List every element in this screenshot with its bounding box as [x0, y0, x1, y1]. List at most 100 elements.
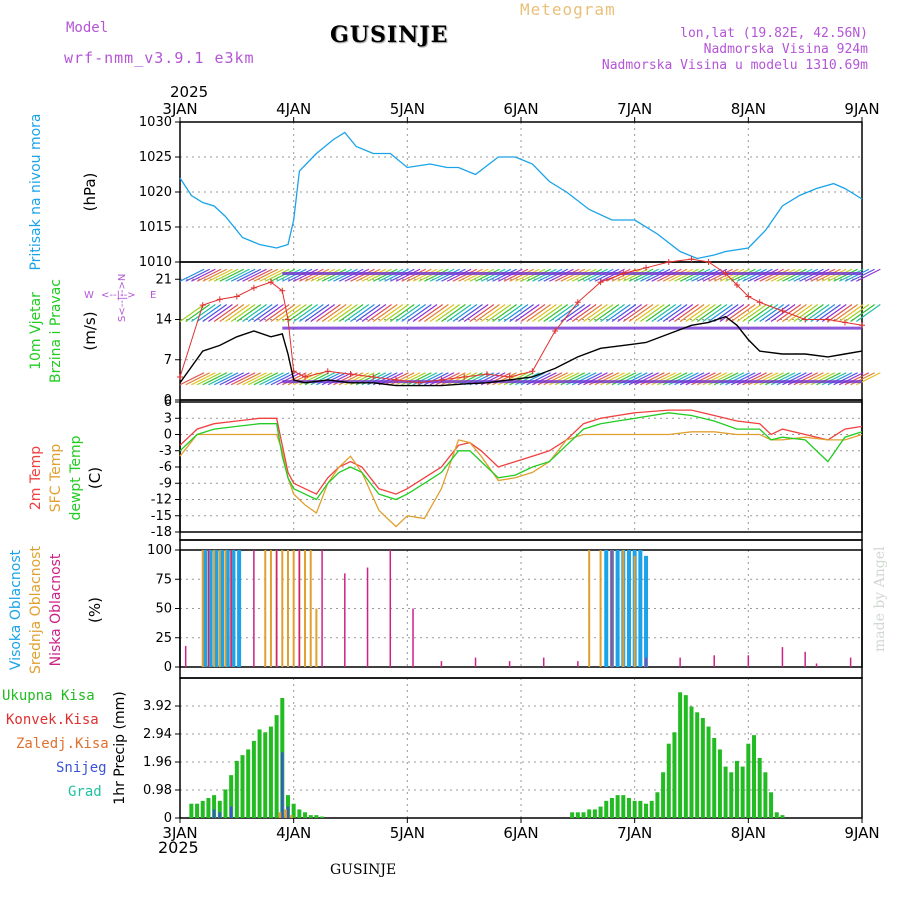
wind-arrow	[708, 304, 733, 322]
precip-ylabel: 1hr Precip (mm)	[112, 691, 128, 804]
wind-arrow	[668, 304, 694, 322]
cloud-bar	[747, 655, 750, 667]
wind-arrow	[429, 268, 455, 282]
wind-arrow	[230, 372, 256, 386]
cloud-bar	[231, 550, 236, 667]
wind-arrow	[372, 304, 398, 322]
precip-ytick-label: 2.94	[143, 727, 172, 742]
wind-arrow	[742, 268, 767, 282]
wind-arrow	[390, 268, 415, 282]
wind-arrow	[355, 268, 381, 282]
precip-legend-0: Ukupna Kisa	[2, 688, 95, 704]
wind-arrow	[816, 268, 841, 282]
station-title: GUSINJE	[330, 22, 449, 48]
wind-arrow	[486, 268, 512, 282]
cloud-bar	[611, 550, 613, 667]
precip-bar	[570, 812, 575, 818]
temperature-ytick-label: -6	[159, 460, 172, 475]
cloud-bar	[622, 550, 625, 667]
wind-arrow	[367, 268, 392, 282]
wind-arrow	[242, 304, 267, 322]
cloud-bar	[220, 550, 225, 667]
cloud-bar	[184, 645, 187, 667]
precip-bar	[757, 758, 762, 818]
cloud-bar	[344, 573, 346, 667]
wind-arrow	[526, 268, 551, 282]
wind-arrow	[424, 268, 449, 282]
precip-bar	[575, 812, 580, 818]
wind-arrow	[213, 268, 239, 282]
wind-arrow	[793, 268, 819, 282]
precip-bar	[672, 732, 677, 818]
precip-bar	[281, 752, 284, 818]
wind-arrow	[327, 304, 353, 322]
cloud-bar	[269, 550, 272, 667]
wind-arrow	[532, 268, 557, 282]
wind-arrow	[543, 268, 569, 282]
precip-bar	[581, 812, 586, 818]
wind-arrow	[230, 268, 256, 282]
wind-arrow	[742, 304, 767, 322]
precip-bar	[661, 772, 666, 818]
wind-arrow	[219, 372, 245, 386]
x-tick-label-top: 5JAN	[390, 100, 425, 118]
wind-arrow	[242, 268, 267, 282]
wind-arrow	[782, 268, 807, 282]
wind-arrow	[617, 304, 642, 322]
precip-bar	[308, 815, 313, 818]
wind-legend-arrows: <--|-->	[101, 290, 136, 301]
wind-speed-line	[179, 315, 863, 387]
wind-arrow	[458, 304, 483, 322]
wind-arrow	[276, 304, 301, 322]
temp-2m-title: 2m Temp	[28, 446, 44, 510]
precip-bar	[598, 806, 603, 818]
cloud-bar	[815, 663, 818, 667]
wind-arrow	[657, 268, 682, 282]
wind-arrow	[685, 304, 711, 322]
wind-arrow	[196, 304, 222, 322]
wind-arrow	[475, 304, 500, 322]
wind-arrow	[651, 304, 677, 322]
wind-arrow	[782, 304, 807, 322]
precip-bar	[217, 800, 222, 818]
cloud-bar	[304, 550, 307, 667]
wind-gust-line	[179, 258, 863, 384]
model-label: Model	[66, 20, 109, 36]
wind-arrow	[378, 304, 404, 322]
wind-arrow	[196, 372, 222, 386]
wind-arrow	[179, 372, 205, 386]
cloud-bar	[366, 567, 369, 667]
x-tick-label-top: 6JAN	[503, 100, 538, 118]
cloud-bar	[208, 550, 213, 667]
wind-arrow	[219, 268, 245, 282]
wind-arrow	[503, 268, 529, 282]
wind-arrow	[196, 268, 222, 282]
wind-grid: 21 14 7 0	[155, 262, 862, 408]
precip-bar	[251, 740, 256, 818]
wind-arrow	[480, 268, 506, 282]
wind-arrow	[554, 304, 580, 322]
wind-arrow	[651, 268, 676, 282]
wind-arrow	[270, 304, 296, 322]
wind-arrow	[532, 304, 557, 322]
precip-bar	[621, 795, 626, 818]
wind-arrow	[480, 304, 506, 322]
precip-bar	[234, 760, 239, 818]
wind-arrow	[560, 268, 586, 282]
wind-arrow	[844, 304, 870, 322]
wind-arrow	[634, 304, 660, 322]
wind-arrow	[293, 268, 318, 282]
wind-arrow	[424, 304, 449, 322]
wind-arrow	[566, 268, 591, 282]
wind-arrow	[225, 268, 250, 282]
precip-bar	[200, 800, 205, 818]
precip-bar	[689, 706, 694, 818]
precip-legend-4: Grad	[68, 784, 102, 800]
wind-arrow	[435, 268, 461, 282]
pressure-ytick-label: 1025	[139, 150, 172, 165]
cloud-bar	[230, 550, 232, 667]
cloud-bar	[298, 550, 301, 667]
wind-arrow	[327, 268, 353, 282]
precip-bar	[609, 798, 614, 818]
pressure-ylabel: (hPa)	[81, 173, 99, 212]
